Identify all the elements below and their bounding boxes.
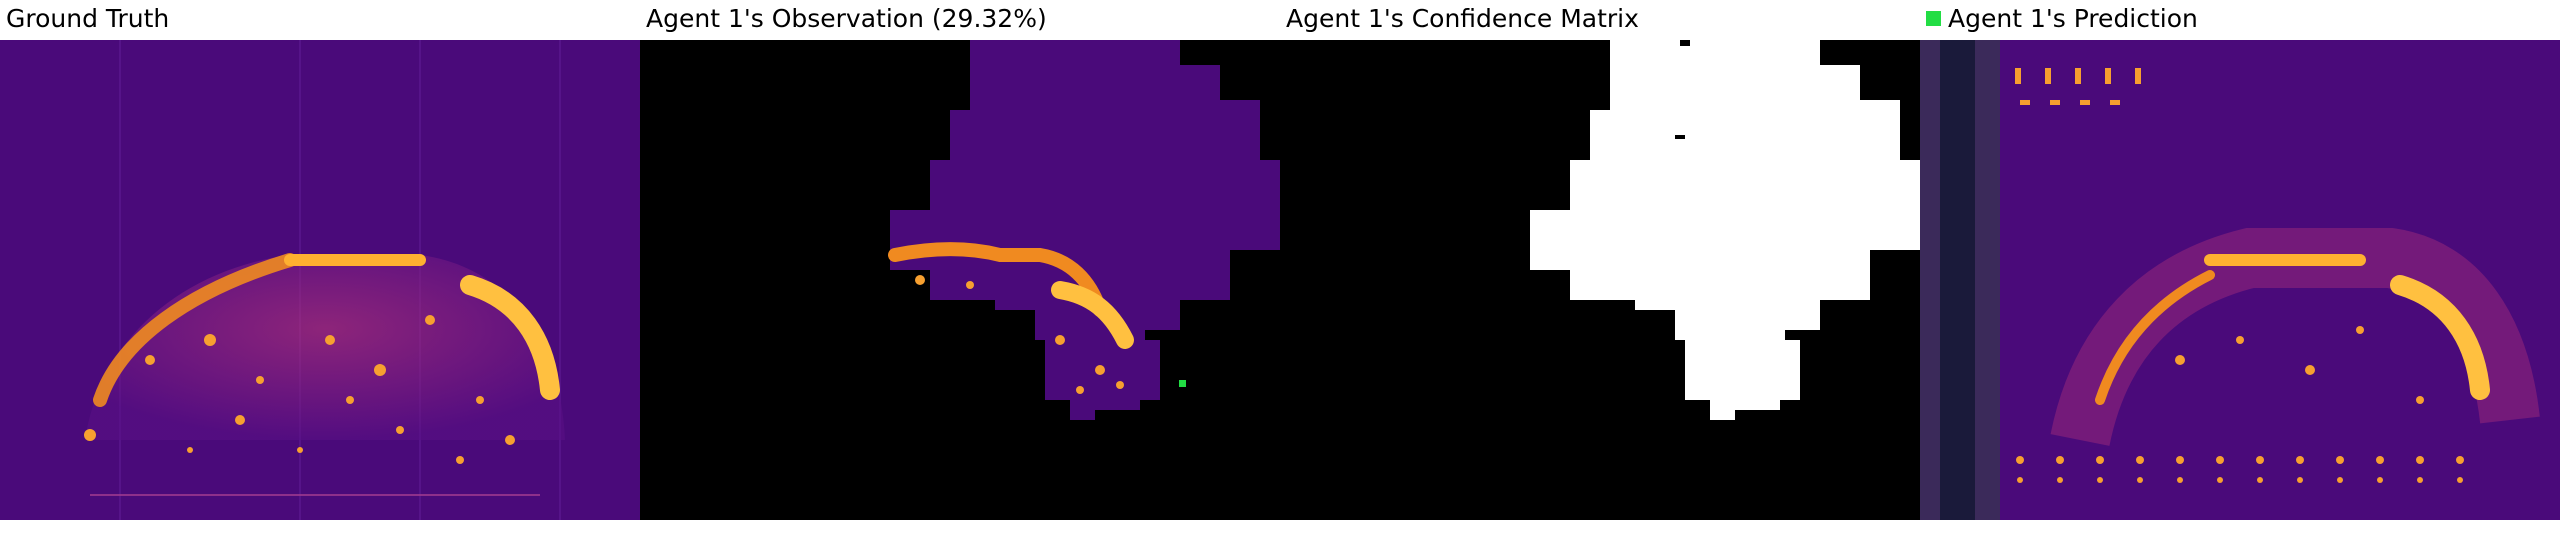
ground-truth-image xyxy=(0,40,640,520)
confidence-image xyxy=(1280,40,1920,520)
panel-prediction: Agent 1's Prediction xyxy=(1920,0,2560,560)
panel-title: Agent 1's Confidence Matrix xyxy=(1286,4,1639,33)
prediction-image xyxy=(1920,40,2560,520)
panel-observation: Agent 1's Observation (29.32%) xyxy=(640,0,1280,560)
agent-marker xyxy=(1179,380,1186,387)
observation-image xyxy=(640,40,1280,520)
panel-title: Ground Truth xyxy=(6,4,170,33)
panel-title: Agent 1's Observation (29.32%) xyxy=(646,4,1047,33)
agent-legend-swatch xyxy=(1926,11,1941,26)
panel-confidence: Agent 1's Confidence Matrix xyxy=(1280,0,1920,560)
panel-ground-truth: Ground Truth xyxy=(0,0,640,560)
panel-title: Agent 1's Prediction xyxy=(1926,2,2198,36)
panel-title-text: Agent 1's Prediction xyxy=(1948,4,2198,33)
